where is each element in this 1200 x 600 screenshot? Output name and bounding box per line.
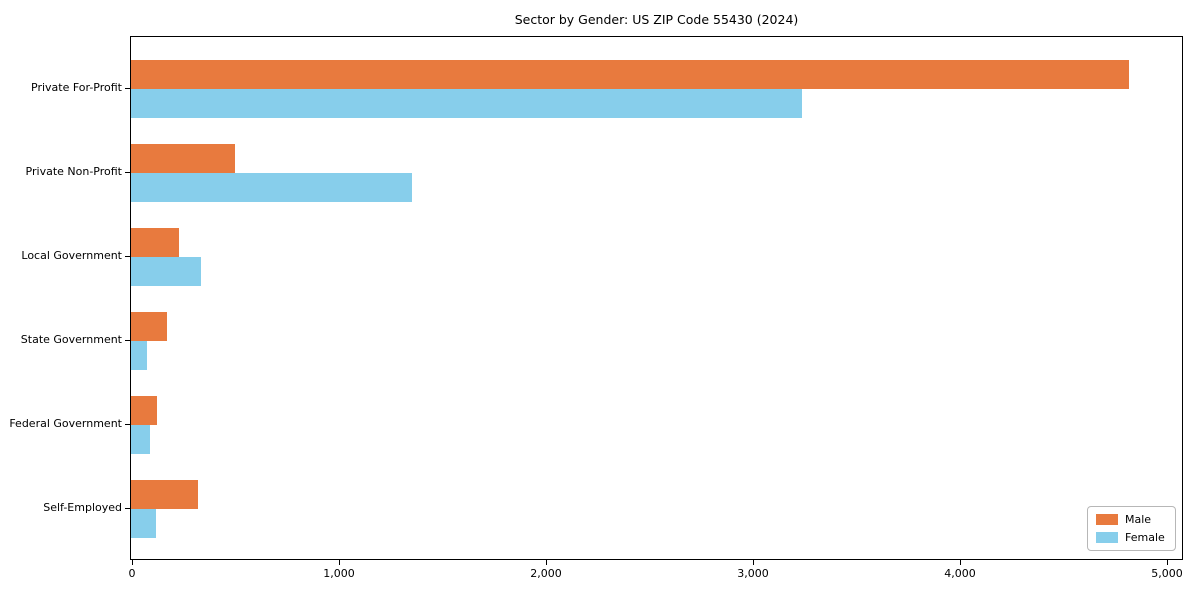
bar-male-private-for-profit <box>131 60 1129 89</box>
bar-female-state-government <box>131 341 147 370</box>
y-tick-mark <box>125 424 130 425</box>
y-tick-label: Federal Government <box>9 417 122 430</box>
bar-male-self-employed <box>131 480 198 509</box>
bar-female-self-employed <box>131 509 156 538</box>
bar-male-state-government <box>131 312 167 341</box>
x-tick-mark <box>132 560 133 565</box>
y-tick-label: Local Government <box>21 249 122 262</box>
x-tick-label: 4,000 <box>944 567 976 580</box>
y-tick-label: Private Non-Profit <box>25 165 122 178</box>
bar-female-private-non-profit <box>131 173 412 202</box>
legend-label-male: Male <box>1125 513 1152 526</box>
y-tick-label: Self-Employed <box>43 501 122 514</box>
legend-swatch-female <box>1096 532 1118 543</box>
bar-male-local-government <box>131 228 179 257</box>
x-tick-mark <box>546 560 547 565</box>
y-tick-mark <box>125 88 130 89</box>
legend-label-female: Female <box>1125 531 1165 544</box>
chart-title: Sector by Gender: US ZIP Code 55430 (202… <box>514 12 799 27</box>
y-tick-mark <box>125 256 130 257</box>
y-tick-mark <box>125 340 130 341</box>
y-tick-label: State Government <box>20 333 122 346</box>
x-tick-label: 1,000 <box>323 567 355 580</box>
x-tick-label: 0 <box>128 567 136 580</box>
bar-male-federal-government <box>131 396 157 425</box>
y-tick-mark <box>125 508 130 509</box>
x-tick-mark <box>960 560 961 565</box>
x-tick-mark <box>339 560 340 565</box>
legend-item-female: Female <box>1096 531 1167 544</box>
x-tick-mark <box>1167 560 1168 565</box>
legend-item-male: Male <box>1096 513 1167 526</box>
legend-swatch-male <box>1096 514 1118 525</box>
bar-female-local-government <box>131 257 201 286</box>
y-tick-mark <box>125 172 130 173</box>
bar-female-federal-government <box>131 425 150 454</box>
bar-female-private-for-profit <box>131 89 802 118</box>
x-tick-label: 2,000 <box>530 567 562 580</box>
x-tick-label: 3,000 <box>737 567 769 580</box>
legend: Male Female <box>1087 506 1176 551</box>
bar-male-private-non-profit <box>131 144 235 173</box>
plot-area <box>130 36 1183 560</box>
x-tick-mark <box>753 560 754 565</box>
x-tick-label: 5,000 <box>1151 567 1183 580</box>
y-tick-label: Private For-Profit <box>31 81 122 94</box>
